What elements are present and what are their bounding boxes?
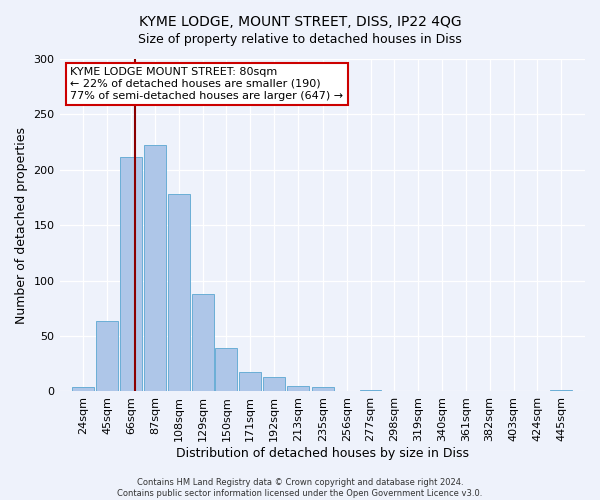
Bar	[73, 387, 94, 392]
Text: KYME LODGE MOUNT STREET: 80sqm
← 22% of detached houses are smaller (190)
77% of: KYME LODGE MOUNT STREET: 80sqm ← 22% of …	[70, 68, 343, 100]
Bar	[287, 386, 309, 392]
Text: KYME LODGE, MOUNT STREET, DISS, IP22 4QG: KYME LODGE, MOUNT STREET, DISS, IP22 4QG	[139, 15, 461, 29]
Bar	[168, 194, 190, 392]
X-axis label: Distribution of detached houses by size in Diss: Distribution of detached houses by size …	[176, 447, 469, 460]
Bar	[312, 387, 334, 392]
Bar	[120, 156, 142, 392]
Text: Size of property relative to detached houses in Diss: Size of property relative to detached ho…	[138, 32, 462, 46]
Y-axis label: Number of detached properties: Number of detached properties	[15, 126, 28, 324]
Bar	[191, 294, 214, 392]
Bar	[215, 348, 238, 392]
Bar	[359, 390, 382, 392]
Text: Contains HM Land Registry data © Crown copyright and database right 2024.
Contai: Contains HM Land Registry data © Crown c…	[118, 478, 482, 498]
Bar	[239, 372, 261, 392]
Bar	[144, 146, 166, 392]
Bar	[550, 390, 572, 392]
Bar	[263, 377, 285, 392]
Bar	[96, 320, 118, 392]
